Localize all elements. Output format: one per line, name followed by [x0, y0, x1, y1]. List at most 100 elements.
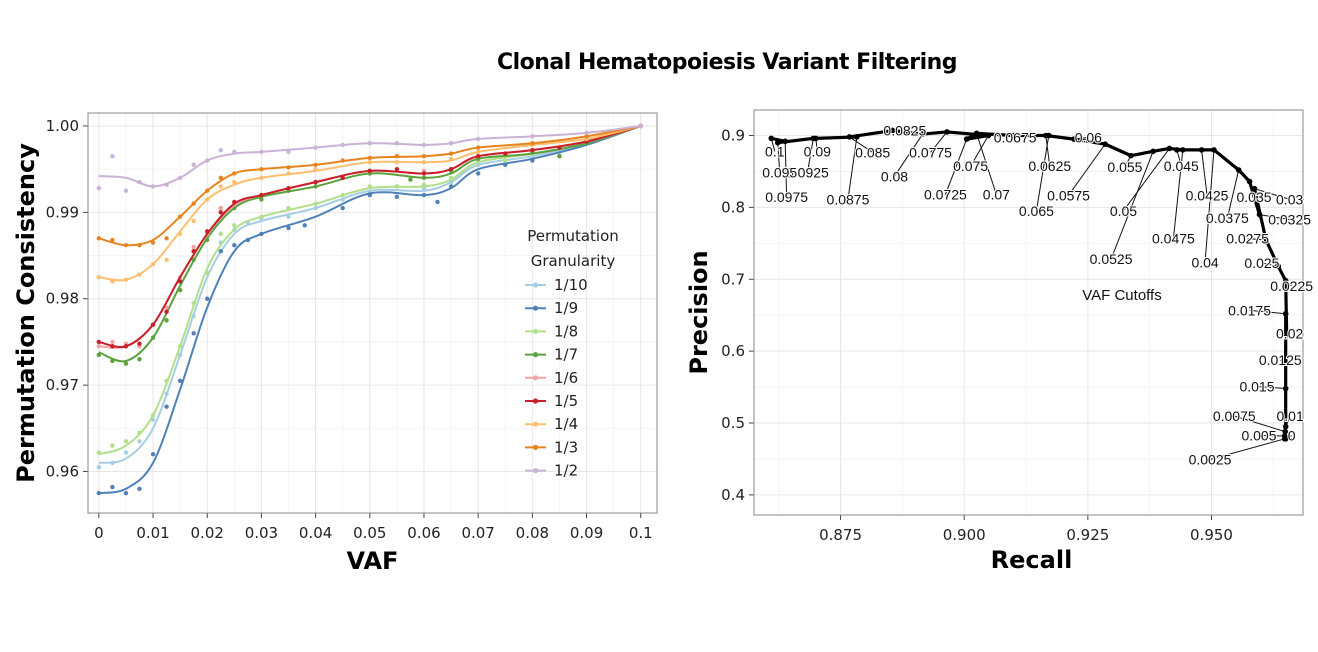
leader-line [784, 141, 788, 197]
data-point [218, 175, 223, 180]
leader-line [1123, 148, 1170, 212]
data-point [435, 199, 440, 205]
cutoff-leader-lines [770, 129, 1292, 460]
curve-point [1150, 148, 1156, 155]
cutoff-label: 0.075 [953, 158, 988, 174]
curve-point [1282, 428, 1288, 435]
curve-point [1071, 136, 1077, 142]
series-1-5 [96, 123, 643, 349]
legend-key-dot [532, 444, 539, 450]
legend-label: 1/2 [554, 462, 578, 480]
cutoff-label: 0.0575 [1047, 187, 1090, 203]
curve-point [973, 130, 980, 137]
cutoff-label: 0.0725 [924, 187, 967, 203]
series-1-8 [96, 123, 643, 456]
data-point [408, 177, 413, 182]
right-x-tick-label: 0.900 [943, 526, 986, 544]
series-1-3 [96, 123, 643, 248]
data-point [218, 147, 223, 153]
legend-label: 1/3 [554, 438, 578, 456]
figure-title: Clonal Hematopoiesis Variant Filtering [496, 50, 958, 75]
curve-point [1275, 263, 1282, 270]
leader-line [894, 133, 924, 177]
data-point [164, 309, 169, 314]
legend-key-dot [532, 398, 539, 404]
curve-point [1256, 211, 1263, 218]
right-x-tick-label: 0.875 [819, 526, 862, 544]
legend-key-dot [532, 282, 539, 288]
data-point [123, 450, 129, 455]
leader-line [847, 136, 858, 200]
leader-line [777, 142, 781, 173]
right-y-tick-label: 0.4 [721, 486, 745, 504]
smooth-line [98, 124, 642, 348]
curve-point [774, 139, 781, 146]
right-y-axis-title: Precision [685, 250, 713, 374]
cutoff-label: 0.0625 [1028, 158, 1071, 174]
cutoff-label: 0.025 [1244, 255, 1279, 271]
cutoff-label: 0.08 [881, 168, 908, 184]
data-point [96, 465, 102, 470]
curve-point [1166, 145, 1173, 152]
data-point [164, 318, 169, 323]
left-panel: 0 0.01 0.02 0.03 0.04 0.05 0.06 0.07 0.08 0.09 0.1… [12, 112, 658, 575]
right-plot-border [753, 109, 1304, 516]
data-point [302, 223, 307, 228]
left-y-tick-label: 0.98 [46, 290, 79, 308]
data-point [96, 344, 102, 349]
data-point [191, 162, 196, 168]
curve-point [1198, 147, 1205, 153]
leader-line [1249, 309, 1286, 315]
cutoff-label: 0.005 [1241, 428, 1276, 444]
curve-point [1211, 147, 1217, 153]
curve-point [810, 135, 817, 142]
cutoff-label: 0.1 [765, 143, 785, 159]
cutoff-label: 0.045 [1164, 158, 1199, 174]
legend-label: 1/5 [554, 392, 578, 410]
data-point [218, 205, 223, 211]
leader-line [1259, 214, 1290, 221]
curve-point [1282, 277, 1289, 284]
cutoff-label: 0.0775 [909, 144, 952, 160]
curve-point [1251, 185, 1258, 192]
data-point [123, 439, 129, 444]
curve-point [1263, 236, 1269, 243]
data-point [110, 339, 115, 345]
smooth-line [98, 124, 641, 188]
cutoff-label: 0.0875 [827, 191, 870, 207]
cutoff-label: 0.0025 [1189, 452, 1232, 468]
left-x-tick-label: 0 [94, 524, 104, 542]
series-1-2 [96, 123, 643, 193]
leader-line [1172, 149, 1184, 239]
left-x-tick-label: 0.1 [629, 524, 653, 542]
legend-key-dot [532, 305, 539, 311]
cutoff-label: 0.0325 [1268, 212, 1311, 228]
data-point [96, 185, 102, 191]
cutoff-label: 0.06 [1075, 129, 1102, 145]
cutoff-label: 0.0925 [786, 165, 829, 181]
leader-line [1204, 149, 1215, 263]
data-point [191, 244, 196, 250]
right-y-tick-label: 0.9 [721, 127, 745, 145]
cutoff-label: 0.0675 [994, 129, 1037, 145]
right-x-tick-label: 0.950 [1190, 526, 1233, 544]
curve-point [1282, 385, 1289, 392]
left-y-tick-label: 1.00 [46, 117, 79, 135]
data-point [164, 236, 169, 241]
cutoff-label: 0.0075 [1213, 408, 1256, 424]
left-x-tick-label: 0.03 [245, 524, 278, 542]
curve-point [1235, 167, 1242, 173]
curve-point [854, 134, 860, 140]
data-point [110, 443, 115, 448]
left-plot-border [87, 112, 658, 514]
curve-point [782, 138, 788, 145]
leader-line [1226, 169, 1240, 219]
curve-point [1281, 433, 1288, 439]
cutoff-label: 0.0825 [883, 122, 926, 138]
data-point [123, 361, 129, 366]
data-point [218, 231, 223, 237]
cutoff-label: 0.02 [1276, 325, 1303, 341]
leader-line [1234, 415, 1286, 433]
curve-point [846, 134, 853, 140]
left-x-tick-label: 0.01 [136, 524, 169, 542]
